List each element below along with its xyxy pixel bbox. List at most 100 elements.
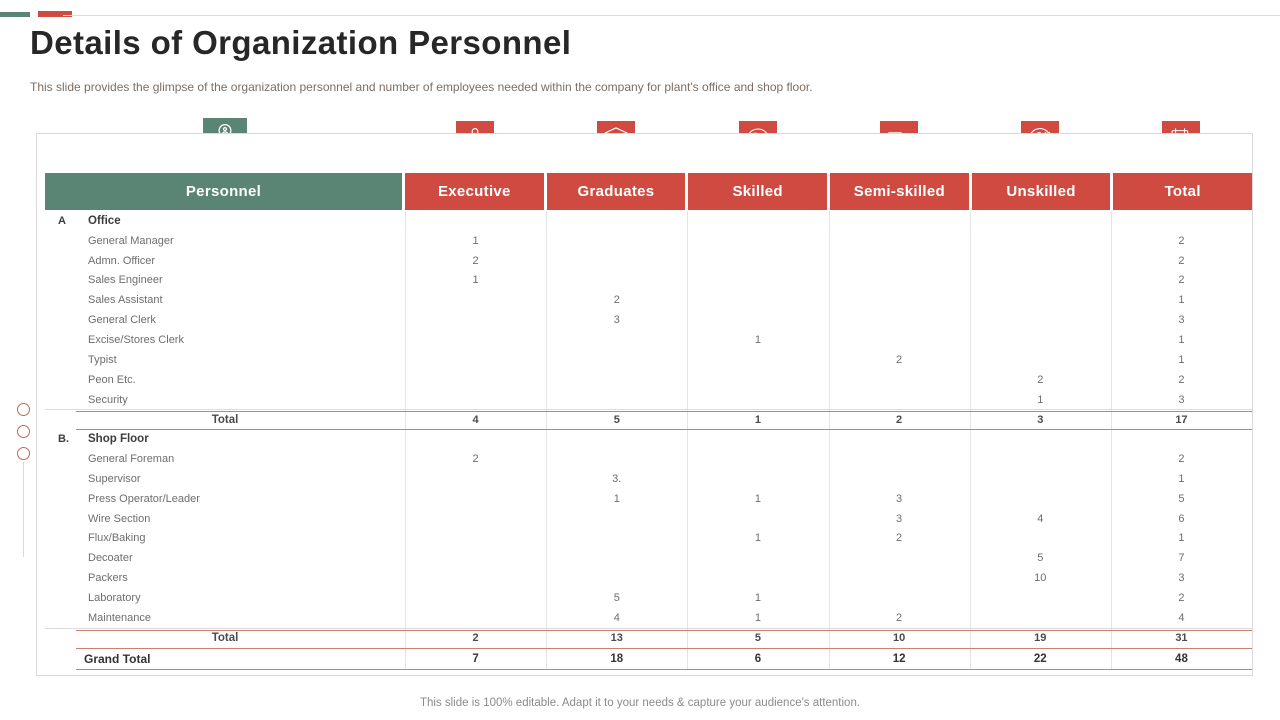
section-letter: B. [58, 433, 69, 446]
column-header-personnel: Personnel [45, 173, 405, 210]
grand-total-value: 7 [472, 652, 479, 665]
section-name: Office [88, 214, 121, 227]
row-label: Peon Etc. [88, 373, 136, 386]
cell-value: 7 [1178, 552, 1185, 565]
cell-value: 2 [1178, 373, 1185, 386]
cell-value: 6 [1178, 512, 1185, 525]
row-label: Press Operator/Leader [88, 492, 200, 505]
row-label-cell: Flux/Baking [45, 529, 405, 549]
row-label: Supervisor [88, 472, 141, 485]
section-letter: A [58, 214, 66, 227]
cell-value: 1 [1178, 472, 1185, 485]
cell-value: 2 [896, 532, 903, 545]
cell-value: 2 [613, 294, 620, 307]
total-value: 13 [610, 632, 623, 645]
row-label: General Manager [88, 234, 174, 247]
grand-total-label-cell: Grand Total [45, 648, 405, 670]
cell-value: 4 [1178, 611, 1185, 624]
accent-bar-green [0, 12, 30, 17]
cell-value: 1 [1178, 294, 1185, 307]
total-value: 10 [892, 632, 906, 645]
top-divider [63, 15, 1280, 16]
cell-value: 1 [754, 333, 761, 346]
side-decoration-line [23, 462, 24, 557]
personnel-table: Personnel Executive Graduates Skilled Se… [36, 133, 1253, 676]
cell-value: 3 [1178, 314, 1185, 327]
side-decoration-dots [17, 403, 30, 469]
table-row: Peon Etc. 2 2 [45, 370, 1252, 390]
total-value: 2 [472, 632, 479, 645]
cell-value: 4 [613, 611, 620, 624]
section-label: A Office [45, 211, 405, 231]
total-label: Total [211, 632, 239, 645]
cell-value: 1 [1178, 333, 1185, 346]
total-label-cell: Total [45, 629, 405, 648]
cell-value: 3 [1178, 572, 1185, 585]
table-row: Press Operator/Leader 1 1 3 5 [45, 489, 1252, 509]
row-label: Sales Assistant [88, 294, 163, 307]
cell-value: 2 [1178, 453, 1185, 466]
row-label: Laboratory [88, 591, 141, 604]
table-row: General Manager 1 2 [45, 231, 1252, 251]
row-label: General Clerk [88, 314, 156, 327]
total-label: Total [211, 413, 239, 426]
table-row: Excise/Stores Clerk 1 1 [45, 330, 1252, 350]
cell-value: 2 [1178, 274, 1185, 287]
table-row: Packers 10 3 [45, 568, 1252, 588]
grand-total-label: Grand Total [84, 651, 151, 666]
table-row: Typist 2 1 [45, 350, 1252, 370]
row-label-cell: General Foreman [45, 449, 405, 469]
grand-total-value: 6 [754, 652, 762, 665]
cell-value: 4 [1037, 512, 1044, 525]
cell-value: 1 [1178, 532, 1185, 545]
cell-value: 3. [612, 472, 622, 485]
table-row: Security 1 3 [45, 390, 1252, 410]
table-row: A Office [45, 211, 1252, 231]
table-row: Wire Section 3 4 6 [45, 509, 1252, 529]
cell-value: 3 [1178, 393, 1185, 406]
total-value: 3 [1037, 413, 1044, 426]
total-value: 31 [1175, 632, 1188, 645]
page-title: Details of Organization Personnel [30, 24, 572, 61]
table-body: A Office General Manager 1 2 Admn. Officer 2 2 S… [45, 211, 1252, 670]
row-label-cell: Excise/Stores Clerk [45, 330, 405, 350]
total-value: 4 [472, 413, 479, 426]
cell-value: 1 [754, 591, 761, 604]
row-label-cell: Maintenance [45, 608, 405, 628]
column-header-executive: Executive [405, 173, 547, 210]
slide-subtitle: This slide provides the glimpse of the o… [30, 80, 813, 94]
total-value: 5 [613, 413, 620, 426]
table-row: Decoater 5 7 [45, 548, 1252, 568]
table-row: Laboratory 5 1 2 [45, 588, 1252, 608]
table-row: Sales Assistant 2 1 [45, 290, 1252, 310]
cell-value: 5 [1178, 492, 1185, 505]
row-label-cell: Decoater [45, 548, 405, 568]
cell-value: 1 [754, 492, 761, 505]
cell-value: 2 [1178, 254, 1185, 267]
cell-value: 2 [1178, 591, 1185, 604]
table-row: Supervisor 3. 1 [45, 469, 1252, 489]
row-label-cell: Packers [45, 568, 405, 588]
column-header-semi-skilled: Semi-skilled [830, 173, 972, 210]
row-label-cell: General Clerk [45, 310, 405, 330]
grand-total-value: 22 [1033, 652, 1047, 665]
row-label: Excise/Stores Clerk [88, 333, 184, 346]
cell-value: 1 [472, 234, 479, 247]
row-label-cell: Sales Assistant [45, 290, 405, 310]
cell-value: 1 [754, 611, 761, 624]
cell-value: 5 [1037, 552, 1044, 565]
grand-total-value: 12 [892, 652, 906, 665]
total-value: 5 [754, 632, 761, 645]
row-label: Decoater [88, 552, 133, 565]
table-row: B. Shop Floor [45, 429, 1252, 449]
row-label-cell: Laboratory [45, 588, 405, 608]
row-label-cell: Sales Engineer [45, 271, 405, 291]
cell-value: 5 [613, 591, 620, 604]
row-label-cell: Admn. Officer [45, 251, 405, 271]
footer-note: This slide is 100% editable. Adapt it to… [419, 697, 861, 709]
accent-bar-red [38, 11, 72, 17]
section-label: B. Shop Floor [45, 429, 405, 449]
cell-value: 1 [1178, 353, 1185, 366]
table-row: Grand Total 7 18 6 12 22 48 [45, 648, 1252, 670]
